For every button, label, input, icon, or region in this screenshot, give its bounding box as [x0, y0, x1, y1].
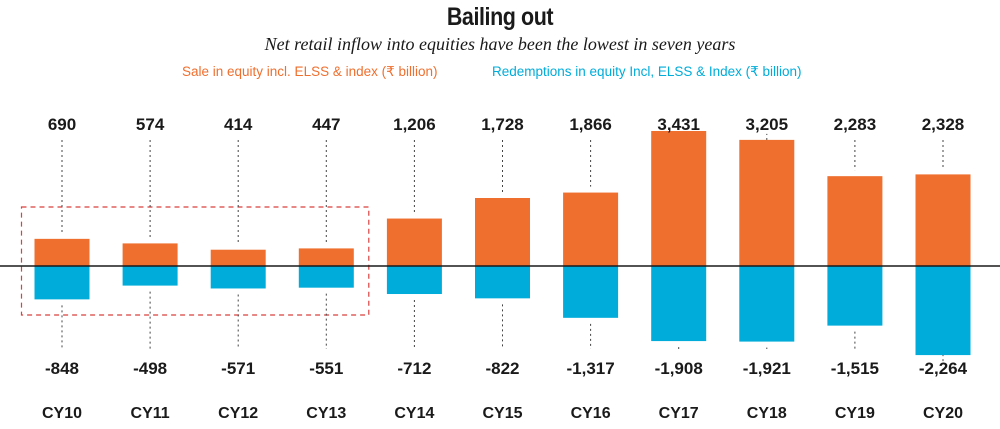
sale-value-label: 447: [312, 115, 340, 134]
category-label: CY20: [923, 405, 963, 422]
category-label: CY12: [218, 405, 258, 422]
sale-value-label: 1,206: [393, 115, 436, 134]
redemption-bar: [298, 266, 354, 288]
sale-bar: [386, 218, 442, 266]
category-label: CY19: [835, 405, 875, 422]
redemption-bar: [122, 266, 178, 286]
redemption-value-label: -498: [133, 359, 167, 378]
category-label: CY15: [482, 405, 522, 422]
legend-sale: Sale in equity incl. ELSS & index (₹ bil…: [182, 64, 438, 79]
category-label: CY11: [131, 405, 170, 422]
sale-bar: [475, 198, 530, 266]
redemption-bar: [386, 266, 442, 295]
sale-value-label: 1,866: [569, 115, 612, 134]
sale-bar: [827, 176, 883, 266]
redemption-bar: [739, 266, 795, 342]
sale-bar: [298, 248, 354, 266]
redemption-value-label: -2,264: [919, 359, 968, 378]
legend-redemption: Redemptions in equity Incl, ELSS & Index…: [492, 64, 802, 79]
redemption-value-label: -1,921: [743, 359, 791, 378]
sale-bar: [122, 243, 178, 266]
category-label: CY17: [659, 405, 699, 422]
redemption-bar: [651, 266, 707, 342]
redemption-value-label: -848: [45, 359, 79, 378]
sale-value-label: 414: [224, 115, 253, 134]
redemption-value-label: -1,317: [566, 359, 614, 378]
highlight-box: [20, 206, 370, 316]
redemption-bar: [827, 266, 883, 326]
sale-value-label: 3,431: [657, 115, 700, 134]
redemption-bar: [34, 266, 90, 300]
chart-title: Bailing out: [446, 3, 554, 31]
sale-value-label: 2,328: [922, 115, 965, 134]
sale-value-label: 1,728: [481, 115, 524, 134]
category-label: CY14: [394, 405, 434, 422]
category-label: CY18: [747, 405, 787, 422]
redemption-value-label: -551: [309, 359, 343, 378]
redemption-value-label: -712: [397, 359, 431, 378]
sale-bar: [915, 174, 971, 266]
redemption-bar: [475, 266, 530, 299]
category-label: CY16: [571, 405, 611, 422]
redemption-bar: [210, 266, 266, 289]
sale-value-label: 690: [48, 115, 76, 134]
chart-subtitle: Net retail inflow into equities have bee…: [264, 34, 736, 54]
sale-value-label: 3,205: [746, 115, 789, 134]
redemption-value-label: -1,908: [655, 359, 703, 378]
redemption-value-label: -822: [485, 359, 519, 378]
sale-value-label: 2,283: [834, 115, 877, 134]
redemption-bar: [563, 266, 619, 318]
sale-bar: [210, 249, 266, 266]
redemption-value-label: -1,515: [831, 359, 879, 378]
category-label: CY13: [306, 405, 346, 422]
category-label: CY10: [42, 405, 82, 422]
sale-value-label: 574: [136, 115, 165, 134]
redemption-bar: [915, 266, 971, 356]
sale-bar: [739, 139, 795, 266]
sale-bar: [34, 238, 90, 266]
redemption-value-label: -571: [221, 359, 255, 378]
sale-bar: [563, 192, 619, 266]
sale-bar: [651, 130, 707, 266]
